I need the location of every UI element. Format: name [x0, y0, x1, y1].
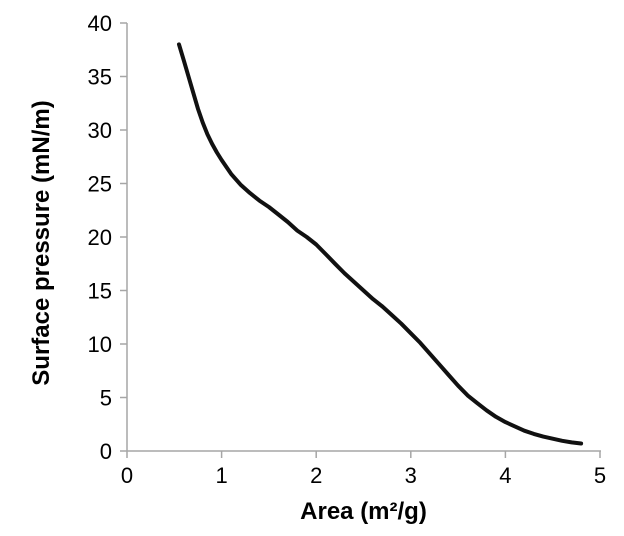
x-tick-label: 4 — [499, 463, 511, 488]
y-tick-label: 15 — [88, 279, 112, 304]
x-tick-label: 5 — [594, 463, 606, 488]
x-tick-label: 3 — [405, 463, 417, 488]
y-tick-label: 5 — [100, 386, 112, 411]
x-tick-label: 1 — [215, 463, 227, 488]
y-tick-label: 30 — [88, 118, 112, 143]
x-tick-label: 0 — [121, 463, 133, 488]
y-tick-label: 40 — [88, 11, 112, 36]
y-tick-label: 20 — [88, 225, 112, 250]
y-tick-label: 10 — [88, 332, 112, 357]
y-axis-title: Surface pressure (mN/m) — [28, 100, 55, 386]
x-axis-title: Area (m²/g) — [300, 498, 427, 525]
x-tick-label: 2 — [310, 463, 322, 488]
y-tick-label: 25 — [88, 172, 112, 197]
y-tick-label: 0 — [100, 439, 112, 464]
data-curve-surface-pressure-isotherm — [177, 42, 584, 446]
y-tick-label: 35 — [88, 65, 112, 90]
